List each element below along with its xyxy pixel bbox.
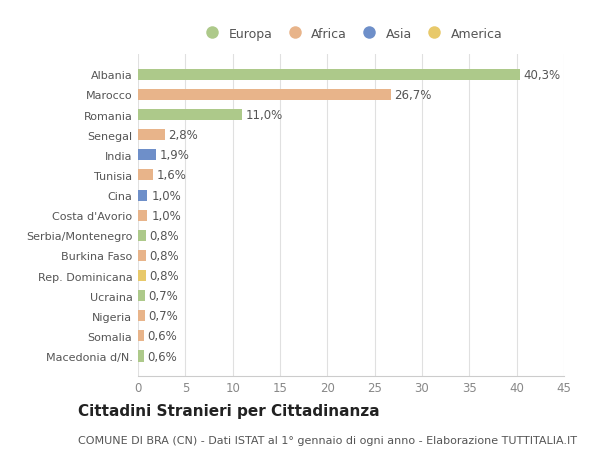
Bar [138,230,146,241]
Text: 40,3%: 40,3% [523,69,560,82]
Bar [138,210,148,221]
Text: 0,6%: 0,6% [148,330,177,343]
Bar [138,150,156,161]
Bar [138,250,146,262]
Text: 11,0%: 11,0% [246,109,283,122]
Bar [138,90,391,101]
Bar [138,170,153,181]
Text: 0,8%: 0,8% [149,249,179,263]
Text: 1,0%: 1,0% [151,189,181,202]
Bar [138,311,145,322]
Text: 0,7%: 0,7% [148,310,178,323]
Bar [138,351,143,362]
Bar [138,330,143,341]
Text: 0,7%: 0,7% [148,290,178,302]
Text: Cittadini Stranieri per Cittadinanza: Cittadini Stranieri per Cittadinanza [78,403,380,419]
Bar [138,291,145,302]
Text: COMUNE DI BRA (CN) - Dati ISTAT al 1° gennaio di ogni anno - Elaborazione TUTTIT: COMUNE DI BRA (CN) - Dati ISTAT al 1° ge… [78,435,577,445]
Bar [138,110,242,121]
Text: 0,8%: 0,8% [149,230,179,242]
Text: 0,8%: 0,8% [149,269,179,282]
Text: 26,7%: 26,7% [395,89,432,102]
Bar [138,130,164,141]
Bar [138,70,520,81]
Text: 1,0%: 1,0% [151,209,181,222]
Text: 1,9%: 1,9% [160,149,190,162]
Bar [138,270,146,281]
Legend: Europa, Africa, Asia, America: Europa, Africa, Asia, America [194,23,508,46]
Text: 2,8%: 2,8% [168,129,198,142]
Text: 0,6%: 0,6% [148,350,177,363]
Text: 1,6%: 1,6% [157,169,187,182]
Bar [138,190,148,201]
